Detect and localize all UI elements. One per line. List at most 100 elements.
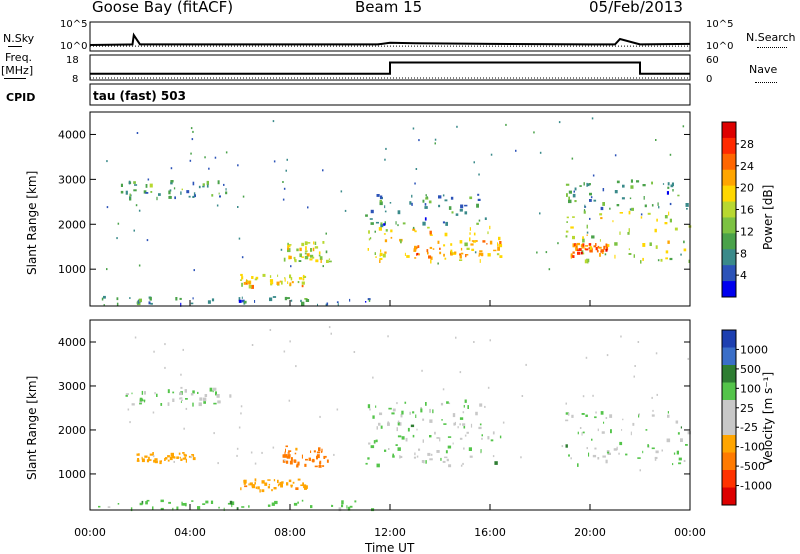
heat-cell (336, 301, 339, 303)
heat-cell (673, 452, 676, 455)
heat-cell (231, 504, 233, 508)
heat-cell (457, 426, 459, 429)
scatter-cell (412, 127, 415, 130)
heat-cell (300, 484, 304, 486)
heat-cell (450, 243, 453, 246)
heat-cell (636, 180, 640, 183)
scatter-cell (182, 348, 184, 351)
heat-cell (589, 199, 592, 202)
heat-cell (637, 457, 641, 459)
cpid-frame (89, 83, 691, 106)
heat-cell (298, 260, 302, 262)
heat-cell (302, 275, 307, 278)
scatter-cell (336, 408, 339, 411)
heat-cell (422, 221, 426, 226)
heat-cell (404, 401, 407, 404)
heat-cell (192, 457, 196, 461)
scatter-cell (481, 437, 483, 440)
heat-cell (314, 465, 318, 468)
heat-cell (566, 193, 568, 197)
heat-cell (380, 195, 383, 199)
heat-cell (314, 241, 317, 245)
heat-cell (310, 505, 313, 509)
scatter-cell (340, 190, 343, 193)
heat-cell (400, 239, 402, 244)
heat-cell (206, 180, 209, 185)
scatter-cell (374, 230, 376, 233)
heat-cell (482, 240, 486, 243)
heat-cell (267, 486, 270, 489)
heat-cell (312, 247, 315, 252)
heat-cell (144, 455, 148, 458)
heat-cell (158, 193, 161, 196)
heat-cell (585, 245, 589, 247)
heat-cell (632, 422, 635, 426)
heat-cell (107, 506, 111, 508)
scatter-cell (455, 336, 457, 339)
heat-cell (619, 441, 623, 446)
heat-cell (685, 203, 689, 207)
scatter-cell (106, 160, 108, 163)
heat-cell (487, 231, 489, 235)
heat-cell (296, 465, 299, 468)
heat-cell (576, 242, 580, 246)
heat-cell (566, 221, 568, 223)
heat-cell (141, 456, 143, 460)
heat-cell (665, 250, 669, 254)
heat-cell (136, 459, 140, 462)
heat-cell (667, 182, 670, 186)
scatter-cell (592, 174, 595, 177)
freq-right-tick-bottom: 0 (706, 74, 712, 85)
noise-frame (89, 21, 691, 52)
heat-cell (384, 239, 388, 243)
heat-cell (170, 180, 174, 183)
heat-cell (642, 450, 644, 454)
heat-cell (273, 479, 276, 482)
heat-cell (397, 447, 401, 451)
heat-cell (168, 501, 171, 504)
heat-cell (588, 183, 591, 186)
heat-cell (425, 460, 427, 464)
heat-cell (323, 456, 326, 459)
heat-cell (272, 296, 277, 298)
heat-cell (149, 453, 153, 456)
heat-cell (427, 452, 431, 456)
heat-cell (372, 415, 375, 419)
heat-cell (367, 248, 369, 251)
heat-cell (367, 457, 370, 460)
heat-cell (139, 402, 142, 405)
heat-cell (498, 236, 501, 241)
heat-cell (440, 402, 444, 406)
heat-cell (370, 222, 374, 225)
scatter-cell (565, 402, 567, 405)
heat-cell (205, 500, 209, 504)
heat-cell (164, 457, 168, 460)
scatter-cell (307, 206, 309, 209)
heat-cell (402, 222, 406, 225)
power-cbar-swatch (722, 153, 736, 171)
power-cbar-swatch (722, 185, 736, 203)
heat-cell (308, 457, 311, 461)
heat-cell (243, 479, 247, 484)
heat-cell (628, 228, 630, 233)
heat-cell (369, 218, 373, 220)
heat-cell (672, 463, 674, 466)
heat-cell (287, 242, 289, 246)
heat-cell (181, 501, 183, 506)
heat-cell (568, 196, 570, 200)
heat-cell (572, 243, 576, 248)
heat-cell (179, 456, 181, 459)
heat-cell (270, 283, 273, 286)
heat-cell (192, 297, 194, 300)
heat-cell (630, 185, 634, 189)
heat-cell (410, 424, 415, 428)
heat-cell (133, 189, 137, 192)
heat-cell (368, 299, 371, 302)
heat-cell (129, 196, 131, 199)
velocity-cbar-swatch (722, 417, 736, 436)
heat-cell (328, 258, 331, 260)
power-cbar-tick-label: 24 (740, 160, 754, 173)
range-tick-label: 1000 (58, 263, 86, 276)
heat-cell (211, 298, 215, 302)
heat-cell (459, 253, 462, 256)
